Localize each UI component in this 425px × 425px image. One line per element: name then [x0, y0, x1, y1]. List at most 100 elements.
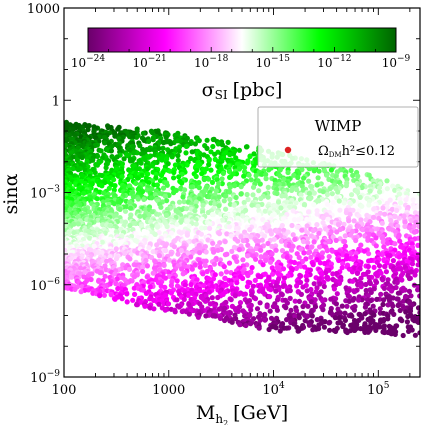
data-point — [388, 217, 394, 224]
data-point — [301, 202, 308, 208]
data-point — [208, 167, 214, 173]
data-point — [320, 307, 326, 313]
data-point — [161, 262, 167, 268]
data-point — [180, 194, 186, 200]
data-point — [156, 253, 162, 259]
colorbar-title-main: σ — [202, 79, 215, 101]
data-point — [339, 303, 345, 309]
data-point — [188, 155, 194, 162]
data-point — [373, 235, 379, 241]
data-point — [263, 171, 269, 178]
data-point — [158, 204, 164, 210]
data-point — [320, 189, 326, 195]
data-point — [124, 299, 130, 305]
data-point — [390, 258, 396, 264]
data-point — [210, 143, 216, 150]
data-point — [392, 187, 398, 193]
data-point — [245, 196, 251, 203]
data-point — [325, 216, 331, 222]
data-point — [380, 239, 386, 245]
data-point — [281, 176, 287, 182]
data-point — [122, 208, 129, 214]
data-point — [137, 213, 143, 219]
data-point — [238, 191, 244, 197]
data-point — [267, 308, 273, 314]
data-point — [263, 176, 269, 182]
data-point — [342, 317, 348, 323]
data-point — [264, 304, 270, 310]
data-point — [97, 293, 103, 299]
data-point — [231, 202, 237, 208]
data-point — [163, 212, 169, 218]
data-point — [210, 240, 216, 246]
data-point — [311, 190, 317, 196]
data-point — [175, 251, 181, 257]
data-point — [82, 167, 88, 173]
data-point — [179, 180, 185, 186]
data-point — [397, 196, 403, 202]
data-point — [171, 175, 177, 181]
data-point — [163, 248, 169, 254]
data-point — [266, 167, 272, 173]
data-point — [156, 230, 162, 236]
data-point — [138, 160, 144, 166]
data-point — [379, 251, 385, 258]
data-point — [132, 291, 138, 297]
data-point — [248, 234, 254, 240]
data-point — [117, 206, 123, 212]
data-point — [379, 220, 385, 226]
data-point — [382, 211, 388, 217]
data-point — [202, 225, 209, 231]
data-point — [219, 217, 225, 223]
data-point — [148, 219, 154, 225]
data-point — [140, 130, 146, 136]
data-point — [381, 329, 388, 336]
data-point — [241, 199, 247, 206]
data-point — [224, 231, 230, 237]
data-point — [392, 213, 398, 219]
data-point — [390, 183, 396, 189]
data-point — [162, 284, 168, 290]
data-point — [166, 237, 172, 243]
data-point — [104, 258, 110, 264]
data-point — [382, 264, 388, 270]
data-point — [160, 185, 167, 191]
data-point — [257, 300, 263, 306]
data-point — [301, 175, 307, 181]
data-point — [377, 189, 383, 195]
data-point — [71, 230, 77, 236]
data-point — [256, 227, 262, 233]
data-point — [149, 129, 155, 136]
data-point — [91, 243, 97, 249]
data-point — [373, 243, 379, 249]
data-point — [291, 217, 298, 223]
data-point — [112, 296, 118, 302]
data-point — [188, 254, 194, 260]
data-point — [258, 195, 264, 202]
data-point — [290, 232, 296, 238]
data-point — [262, 208, 268, 214]
data-point — [258, 274, 264, 280]
data-point — [215, 218, 221, 224]
data-point — [395, 223, 401, 229]
data-point — [279, 248, 286, 254]
data-point — [85, 127, 91, 133]
data-point — [254, 306, 261, 312]
data-point — [305, 250, 311, 256]
data-point — [111, 177, 117, 183]
data-point — [235, 238, 241, 244]
data-point — [206, 158, 212, 164]
data-point — [247, 153, 253, 160]
data-point — [151, 306, 157, 312]
data-point — [68, 150, 74, 156]
data-point — [133, 220, 139, 227]
data-point — [133, 166, 139, 172]
data-point — [75, 221, 81, 227]
data-point — [356, 213, 362, 219]
data-point — [304, 288, 310, 294]
data-point — [102, 211, 108, 217]
y-axis-title: sinα — [0, 173, 22, 214]
data-point — [387, 197, 393, 203]
data-point — [206, 176, 212, 182]
data-point — [344, 329, 350, 336]
